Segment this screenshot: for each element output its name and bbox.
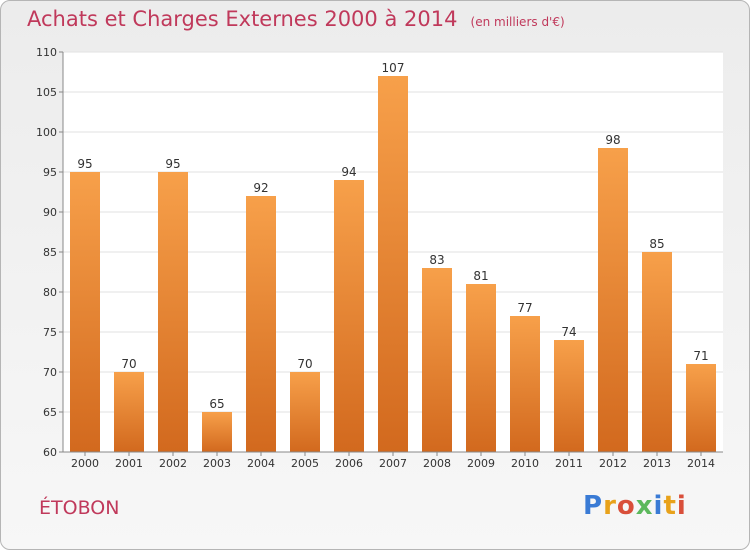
x-tick-label: 2004 <box>247 457 275 470</box>
bar <box>114 372 144 452</box>
y-tick-label: 65 <box>43 406 57 419</box>
bar <box>554 340 584 452</box>
y-tick-label: 95 <box>43 166 57 179</box>
bar <box>158 172 188 452</box>
x-tick-label: 2006 <box>335 457 363 470</box>
bar-value-label: 95 <box>165 157 180 171</box>
proxiti-logo: Proxiti <box>583 491 687 521</box>
bar-value-label: 83 <box>429 253 444 267</box>
y-tick-label: 105 <box>36 86 57 99</box>
y-tick-label: 75 <box>43 326 57 339</box>
bar <box>290 372 320 452</box>
bar <box>334 180 364 452</box>
bar-value-label: 74 <box>561 325 576 339</box>
bar <box>466 284 496 452</box>
bar-value-label: 70 <box>121 357 136 371</box>
y-tick-label: 90 <box>43 206 57 219</box>
title-row: Achats et Charges Externes 2000 à 2014 (… <box>27 7 565 31</box>
bar-value-label: 98 <box>605 133 620 147</box>
chart-title: Achats et Charges Externes 2000 à 2014 <box>27 7 458 31</box>
bar <box>202 412 232 452</box>
x-tick-label: 2001 <box>115 457 143 470</box>
x-tick-label: 2008 <box>423 457 451 470</box>
bar-value-label: 85 <box>649 237 664 251</box>
bar-value-label: 65 <box>209 397 224 411</box>
bar <box>422 268 452 452</box>
bar <box>246 196 276 452</box>
chart-subtitle: (en milliers d'€) <box>470 15 565 29</box>
y-tick-label: 70 <box>43 366 57 379</box>
bar-value-label: 71 <box>693 349 708 363</box>
y-tick-label: 60 <box>43 446 57 459</box>
bar-value-label: 92 <box>253 181 268 195</box>
y-tick-label: 110 <box>36 46 57 59</box>
x-tick-label: 2012 <box>599 457 627 470</box>
bar-value-label: 107 <box>382 61 405 75</box>
x-tick-label: 2003 <box>203 457 231 470</box>
bar-value-label: 94 <box>341 165 356 179</box>
x-tick-label: 2007 <box>379 457 407 470</box>
bar-value-label: 95 <box>77 157 92 171</box>
bar <box>70 172 100 452</box>
x-tick-label: 2009 <box>467 457 495 470</box>
commune-name: ÉTOBON <box>39 497 120 519</box>
x-tick-label: 2010 <box>511 457 539 470</box>
bar <box>686 364 716 452</box>
bar-value-label: 70 <box>297 357 312 371</box>
bar-value-label: 81 <box>473 269 488 283</box>
bar <box>598 148 628 452</box>
y-tick-label: 80 <box>43 286 57 299</box>
bar <box>510 316 540 452</box>
x-tick-label: 2002 <box>159 457 187 470</box>
bar <box>642 252 672 452</box>
bar <box>378 76 408 452</box>
x-tick-label: 2005 <box>291 457 319 470</box>
x-tick-label: 2000 <box>71 457 99 470</box>
y-tick-label: 85 <box>43 246 57 259</box>
y-tick-label: 100 <box>36 126 57 139</box>
x-tick-label: 2011 <box>555 457 583 470</box>
bar-value-label: 77 <box>517 301 532 315</box>
x-tick-label: 2014 <box>687 457 715 470</box>
x-tick-label: 2013 <box>643 457 671 470</box>
